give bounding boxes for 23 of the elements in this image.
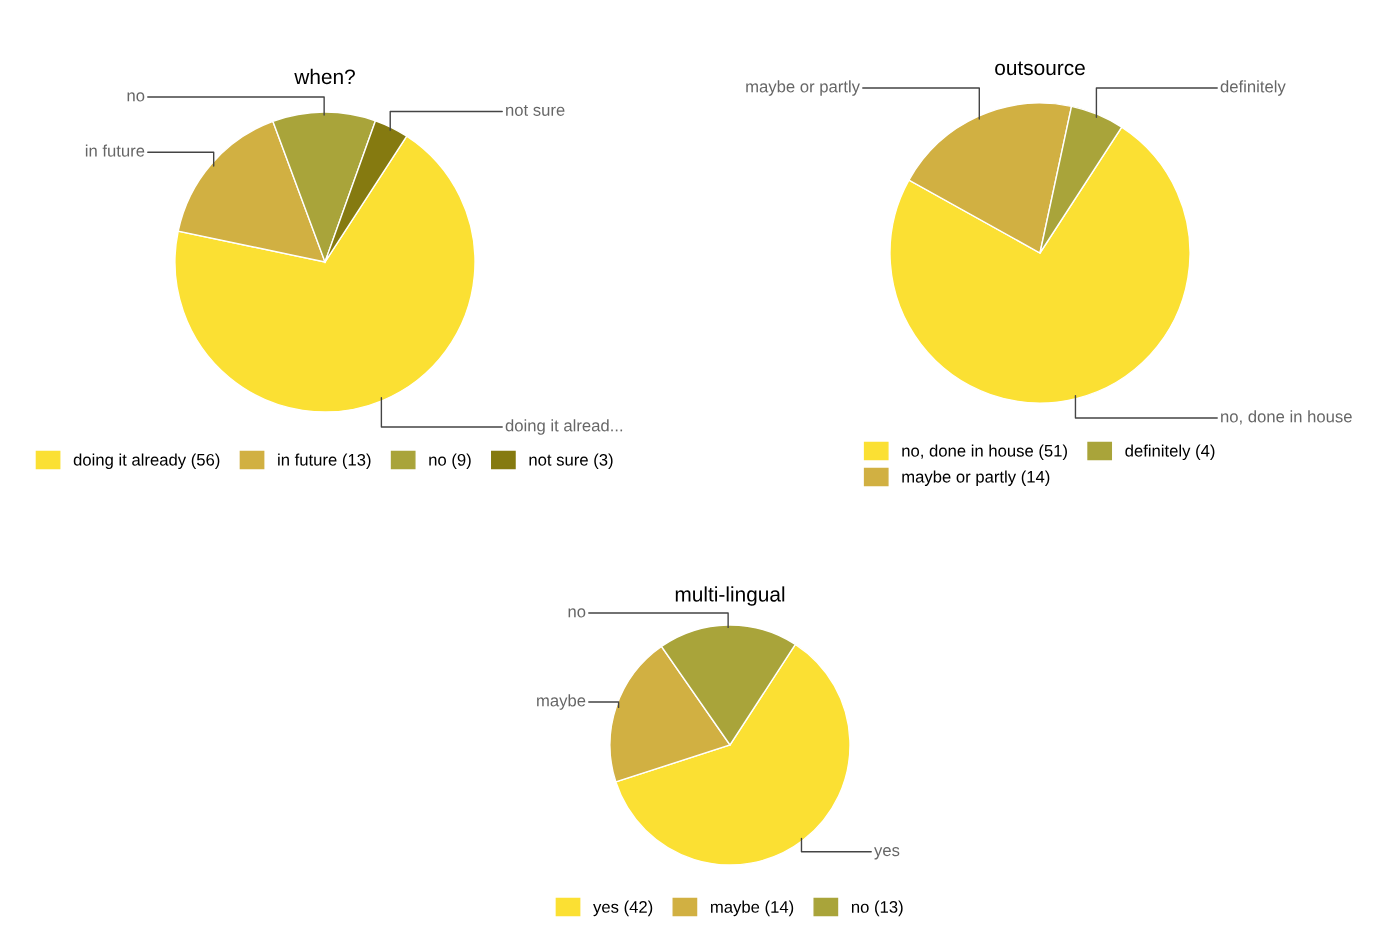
text: in future xyxy=(85,144,145,157)
text: definitely xyxy=(1220,80,1286,96)
chart-title: when? xyxy=(294,68,355,85)
legend-label: no (13) xyxy=(851,900,903,917)
legend-label: in future (13) xyxy=(278,453,371,470)
text: no, done in house xyxy=(1221,410,1352,425)
chart-title: multi-lingual xyxy=(675,586,785,606)
chart-title: outsource xyxy=(995,61,1085,76)
text: no xyxy=(568,608,586,618)
legend-label: not sure (3) xyxy=(529,453,613,470)
legend-label: doing it already (56) xyxy=(73,453,220,470)
legend-label: no (9) xyxy=(429,453,471,470)
text: yes xyxy=(874,847,900,860)
legend-label: no, done in house (51) xyxy=(902,444,1067,461)
text: maybe or partly xyxy=(746,80,860,96)
text: doing it alread... xyxy=(505,419,623,435)
legend-label: yes (42) xyxy=(593,900,653,917)
legend-label: maybe (14) xyxy=(711,900,794,917)
text: maybe xyxy=(537,694,586,710)
text: no xyxy=(127,92,145,102)
text: not sure xyxy=(506,104,565,116)
legend-label: definitely (4) xyxy=(1125,444,1215,461)
legend-label: maybe or partly (14) xyxy=(902,470,1050,486)
